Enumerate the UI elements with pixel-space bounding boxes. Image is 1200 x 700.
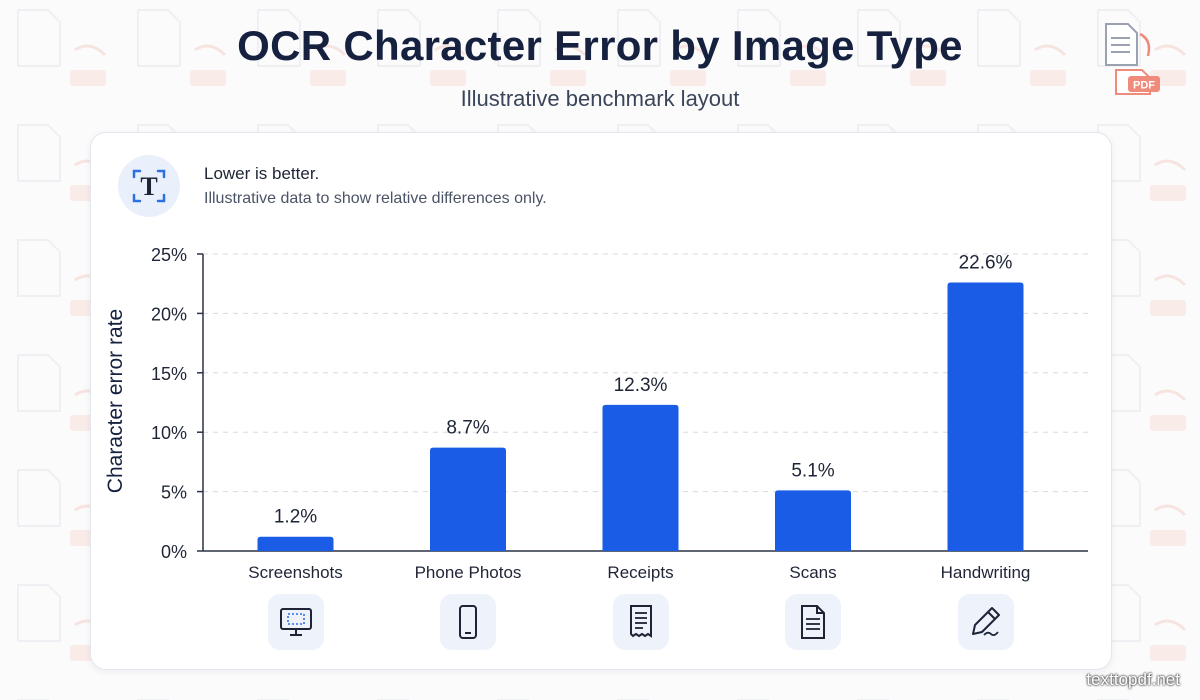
y-tick-label: 0% [161, 542, 187, 562]
text-tool-glyph: T [140, 172, 157, 201]
x-tick-label: Receipts [607, 563, 674, 582]
note-title: Lower is better. [204, 164, 320, 183]
receipt-icon [612, 594, 669, 650]
bar-value-label: 12.3% [614, 375, 668, 396]
bar-value-label: 8.7% [446, 418, 489, 439]
x-tick-label: Phone Photos [414, 563, 522, 582]
bar-phone-photos [430, 447, 506, 551]
x-tick-label: Handwriting [940, 563, 1031, 582]
pen-icon [957, 594, 1014, 650]
bar-value-label: 5.1% [791, 460, 834, 481]
screenshot-monitor-icon [267, 594, 324, 650]
bar-layer [257, 282, 1024, 551]
bar-receipts [602, 404, 679, 551]
x-tick-label: Screenshots [248, 563, 343, 582]
y-tick-label: 10% [151, 423, 187, 443]
y-tick-label: 25% [151, 245, 187, 265]
note-text: Illustrative data to show relative diffe… [204, 190, 547, 207]
y-axis-label: Character error rate [104, 309, 127, 493]
y-tick-label: 5% [161, 483, 187, 503]
bar-handwriting [947, 282, 1024, 551]
phone-icon [440, 594, 496, 650]
chart-subtitle: Illustrative benchmark layout [460, 86, 740, 111]
text-to-pdf-logo: PDF [1105, 23, 1160, 95]
y-tick-label: 15% [151, 364, 187, 384]
text-tool-icon: T [118, 155, 180, 217]
bar-scans [775, 490, 851, 551]
document-icon [785, 594, 841, 650]
chart-title: OCR Character Error by Image Type [237, 22, 963, 69]
x-tick-label: Scans [789, 563, 837, 582]
chart-card [90, 132, 1112, 670]
watermark: texttopdf.net [1086, 670, 1180, 689]
bar-value-label: 22.6% [959, 253, 1013, 274]
logo-badge-text: PDF [1133, 80, 1155, 92]
label-layer: 0% 5% 10% 15% 20% 25% 1.2% 8.7% 12.3% 5.1% 22.6% [151, 245, 1013, 562]
bar-screenshots [257, 536, 334, 551]
bar-value-label: 1.2% [274, 507, 317, 528]
y-tick-label: 20% [151, 304, 187, 324]
